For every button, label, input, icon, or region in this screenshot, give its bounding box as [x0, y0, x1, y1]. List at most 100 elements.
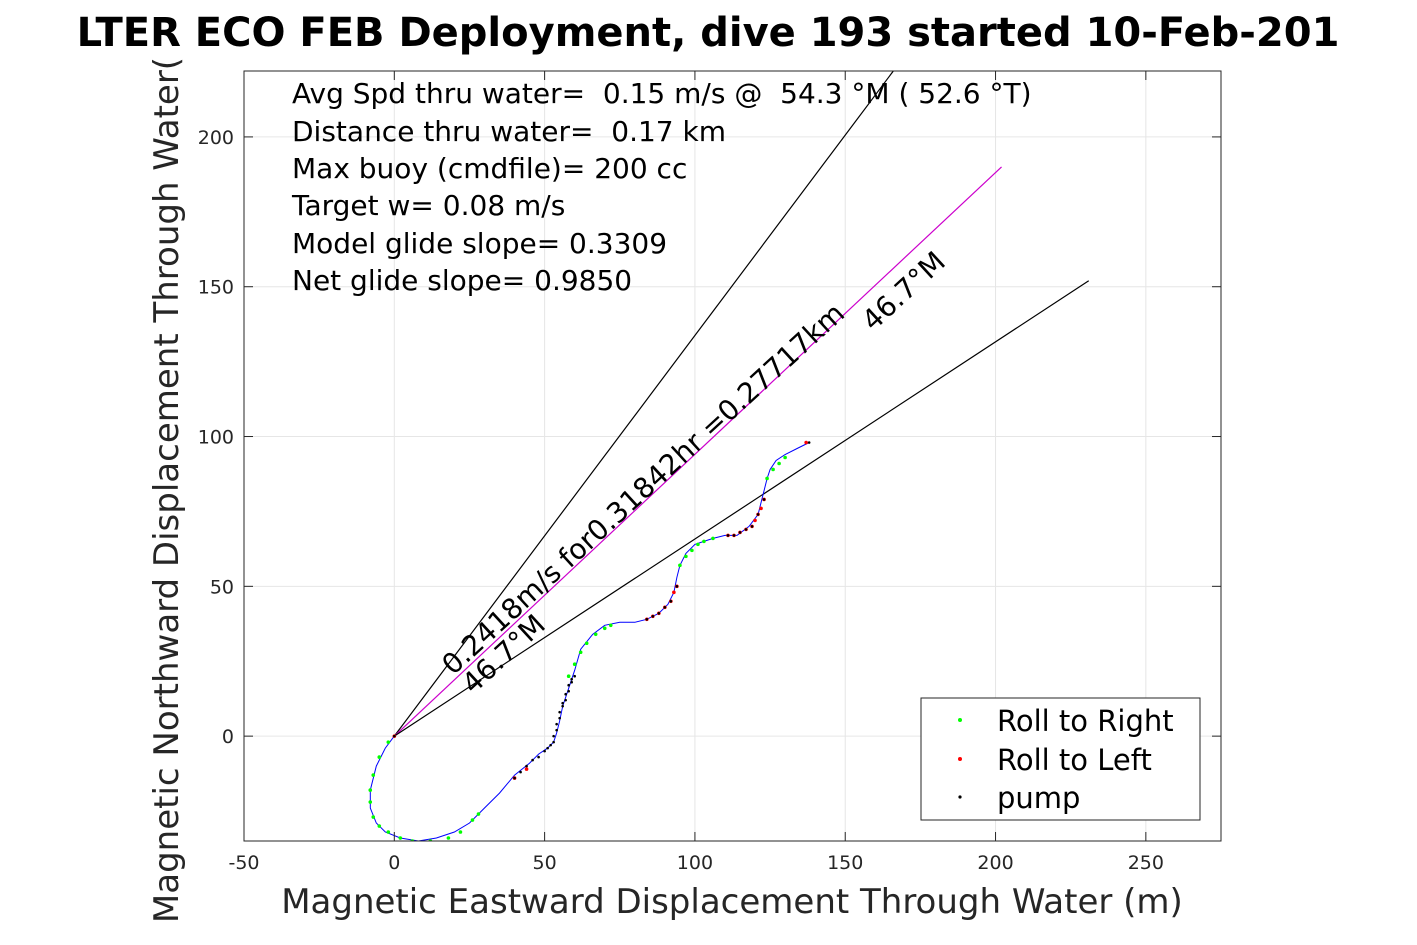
roll-right-point [684, 554, 688, 559]
pump-point [558, 716, 561, 720]
track-group [369, 442, 810, 841]
roll-right-point [765, 476, 769, 481]
pump-point [513, 776, 516, 780]
pump-point [564, 692, 567, 696]
roll-right-point [446, 836, 451, 840]
pump-point [645, 617, 649, 621]
x-tick-label: 0 [388, 852, 400, 874]
roll-right-point [783, 455, 787, 460]
pump-point [525, 764, 528, 768]
pump-point [567, 689, 570, 693]
roll-right-point [386, 830, 391, 834]
info-avg-speed: Avg Spd thru water= 0.15 m/s @ 54.3 °M (… [292, 77, 1032, 110]
roll-right-point [593, 632, 598, 637]
x-tick-label: -50 [228, 852, 259, 874]
x-tick-label: 250 [1128, 852, 1164, 874]
legend-marker-roll-left [958, 757, 962, 761]
roll-right-point [702, 539, 706, 544]
pump-point [552, 740, 555, 744]
pump-point [561, 704, 564, 708]
pump-point [744, 528, 748, 531]
roll-right-point [678, 563, 682, 568]
x-tick-label: 200 [977, 852, 1013, 874]
roll-right-point [371, 773, 376, 777]
info-target-w: Target w= 0.08 m/s [291, 189, 565, 222]
roll-right-point [458, 830, 463, 834]
pump-point [756, 513, 760, 516]
info-text-block: Avg Spd thru water= 0.15 m/s @ 54.3 °M (… [291, 77, 1032, 297]
legend-box [920, 697, 1201, 821]
roll-left-point [524, 767, 529, 771]
info-model-glide-slope: Model glide slope= 0.3309 [292, 227, 667, 260]
pump-point [570, 680, 573, 684]
axis-ticks: -50 0 50 100 150 200 250 0 50 100 150 200 [198, 71, 1221, 874]
pump-point [393, 734, 396, 738]
roll-right-point [578, 650, 583, 655]
pump-point [519, 770, 522, 774]
reference-lines [393, 71, 1090, 737]
roll-right-point [572, 662, 577, 667]
pump-point [537, 755, 540, 759]
info-distance: Distance thru water= 0.17 km [292, 115, 726, 148]
roll-right-point [566, 674, 571, 679]
roll-right-point [711, 536, 715, 541]
roll-right-point [470, 818, 475, 822]
roll-right-point [777, 461, 781, 466]
roll-right-point [608, 623, 613, 628]
roll-right-point [368, 788, 373, 792]
pump-point [675, 585, 679, 588]
roll-right-point [690, 548, 694, 553]
roll-right-point [368, 800, 373, 804]
reference-line [393, 280, 1090, 737]
roll-left-point [759, 506, 763, 511]
pump-point [552, 734, 555, 738]
legend-marker-pump [958, 795, 962, 799]
x-axis-label: Magnetic Eastward Displacement Through W… [281, 882, 1183, 922]
pump-point [762, 498, 766, 501]
y-tick-label: 200 [198, 127, 234, 149]
x-tick-label: 150 [827, 852, 863, 874]
pump-point [567, 683, 570, 687]
legend: Roll to Right Roll to Left pump [920, 697, 1201, 821]
info-max-buoy: Max buoy (cmdfile)= 200 cc [292, 152, 687, 185]
pump-point [555, 722, 558, 726]
roll-right-point [386, 740, 391, 744]
pump-point [555, 728, 558, 732]
roll-right-point [584, 641, 589, 646]
pump-point [549, 743, 552, 747]
pump-point [732, 534, 736, 537]
roll-right-point [771, 467, 775, 472]
pump-point [531, 758, 534, 762]
pump-point [738, 531, 742, 534]
pump-point [657, 611, 661, 615]
pump-point [543, 749, 546, 753]
pump-point [573, 674, 576, 678]
plot-border [243, 70, 1222, 842]
legend-label-roll-left: Roll to Left [997, 743, 1152, 777]
roll-right-point [377, 755, 382, 759]
pump-point [663, 606, 667, 609]
y-tick-label: 100 [198, 427, 234, 449]
pump-point [807, 441, 811, 444]
chart-title: LTER ECO FEB Deployment, dive 193 starte… [77, 10, 1340, 56]
legend-label-pump: pump [997, 781, 1080, 815]
y-tick-label: 0 [222, 726, 234, 748]
pump-point [750, 525, 754, 528]
y-axis-label: Magnetic Northward Displacement Through … [147, 57, 187, 923]
pump-point [726, 534, 730, 537]
grid-lines [243, 71, 1221, 841]
reference-line [393, 71, 894, 737]
roll-right-point [371, 815, 376, 819]
pump-point [546, 746, 549, 750]
pump-point [564, 698, 567, 702]
info-net-glide-slope: Net glide slope= 0.9850 [292, 264, 632, 297]
roll-right-point [398, 836, 403, 840]
y-tick-label: 50 [210, 576, 234, 598]
pump-point [570, 677, 573, 681]
pump-point [561, 701, 564, 705]
y-tick-label: 150 [198, 277, 234, 299]
pump-point [669, 600, 673, 603]
roll-left-point [753, 518, 757, 523]
markers-group [368, 440, 811, 841]
